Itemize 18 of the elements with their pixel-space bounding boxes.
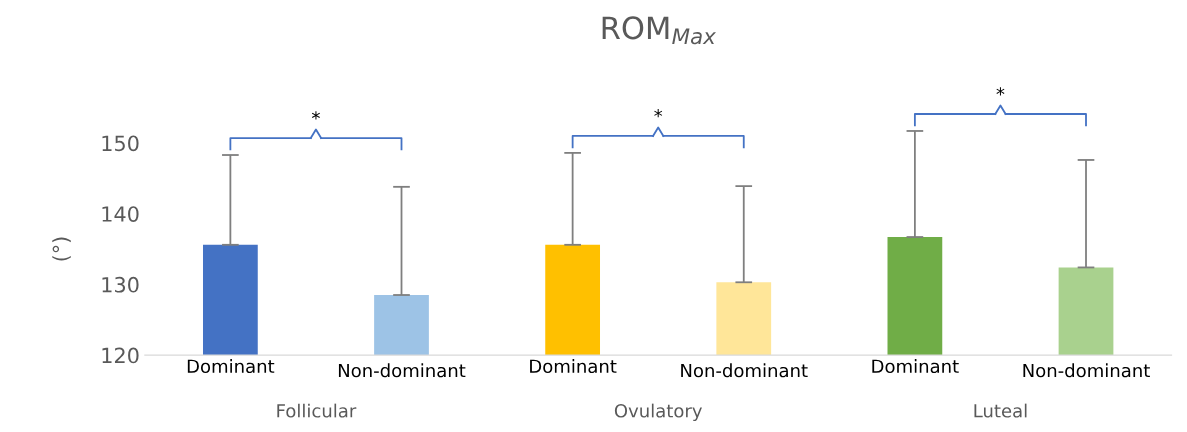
y-axis-title: (°) bbox=[52, 237, 71, 261]
x-tick-label: Dominant bbox=[187, 359, 275, 374]
text: * bbox=[996, 87, 1005, 96]
y-tick-label: 150 bbox=[102, 135, 139, 152]
x-tick-label: Non-dominant bbox=[338, 363, 466, 378]
y-tick-label: 120 bbox=[102, 347, 139, 364]
y-tick-label: 140 bbox=[102, 206, 139, 222]
text: * bbox=[654, 109, 663, 118]
text: Follicular bbox=[277, 403, 357, 418]
x-tick-label: Non-dominant bbox=[681, 363, 808, 378]
x-tick-label: Dominant bbox=[872, 359, 959, 374]
x-tick-label: Dominant bbox=[530, 359, 617, 374]
x-tick-label: Non-dominant bbox=[1023, 363, 1150, 378]
y-tick-label: 130 bbox=[102, 276, 139, 293]
text: Ovulatory bbox=[614, 403, 702, 422]
chart-title: ROM$_{Max}$ bbox=[602, 16, 717, 45]
text: * bbox=[311, 111, 320, 120]
text: Luteal bbox=[974, 403, 1027, 418]
